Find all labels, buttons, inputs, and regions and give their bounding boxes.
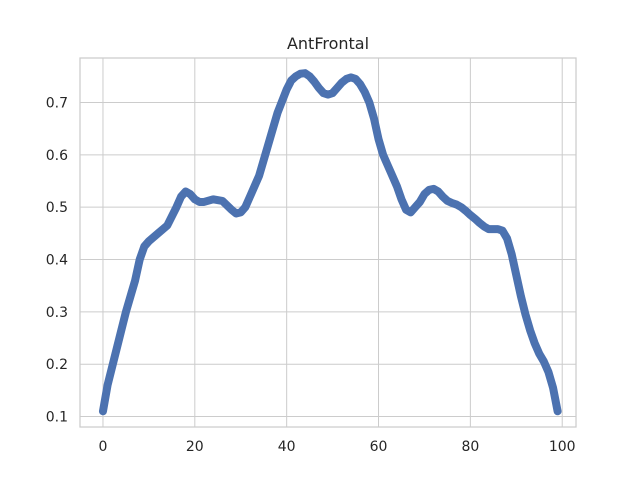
y-tick-label: 0.5 [46, 200, 68, 216]
x-tick-label: 0 [99, 439, 108, 455]
y-tick-label: 0.1 [46, 410, 68, 426]
y-tick-label: 0.3 [46, 305, 68, 321]
x-tick-label: 60 [370, 439, 388, 455]
y-tick-label: 0.4 [46, 253, 68, 269]
y-tick-label: 0.7 [46, 95, 68, 111]
chart-title: AntFrontal [287, 34, 369, 53]
y-tick-label: 0.2 [46, 357, 68, 373]
axes-frame [79, 57, 577, 428]
x-axis-ticks: 0 20 40 60 80 100 [99, 439, 576, 455]
x-tick-label: 20 [186, 439, 204, 455]
y-tick-label: 0.6 [46, 148, 68, 164]
x-tick-label: 80 [461, 439, 479, 455]
axes-spines [79, 57, 577, 428]
x-tick-label: 40 [278, 439, 296, 455]
grid-lines [80, 58, 576, 427]
y-axis-ticks: 0.1 0.2 0.3 0.4 0.5 0.6 0.7 [46, 95, 68, 425]
series-line [98, 69, 562, 416]
plot-area [80, 58, 576, 427]
series-layer [98, 69, 562, 416]
x-tick-label: 100 [549, 439, 576, 455]
